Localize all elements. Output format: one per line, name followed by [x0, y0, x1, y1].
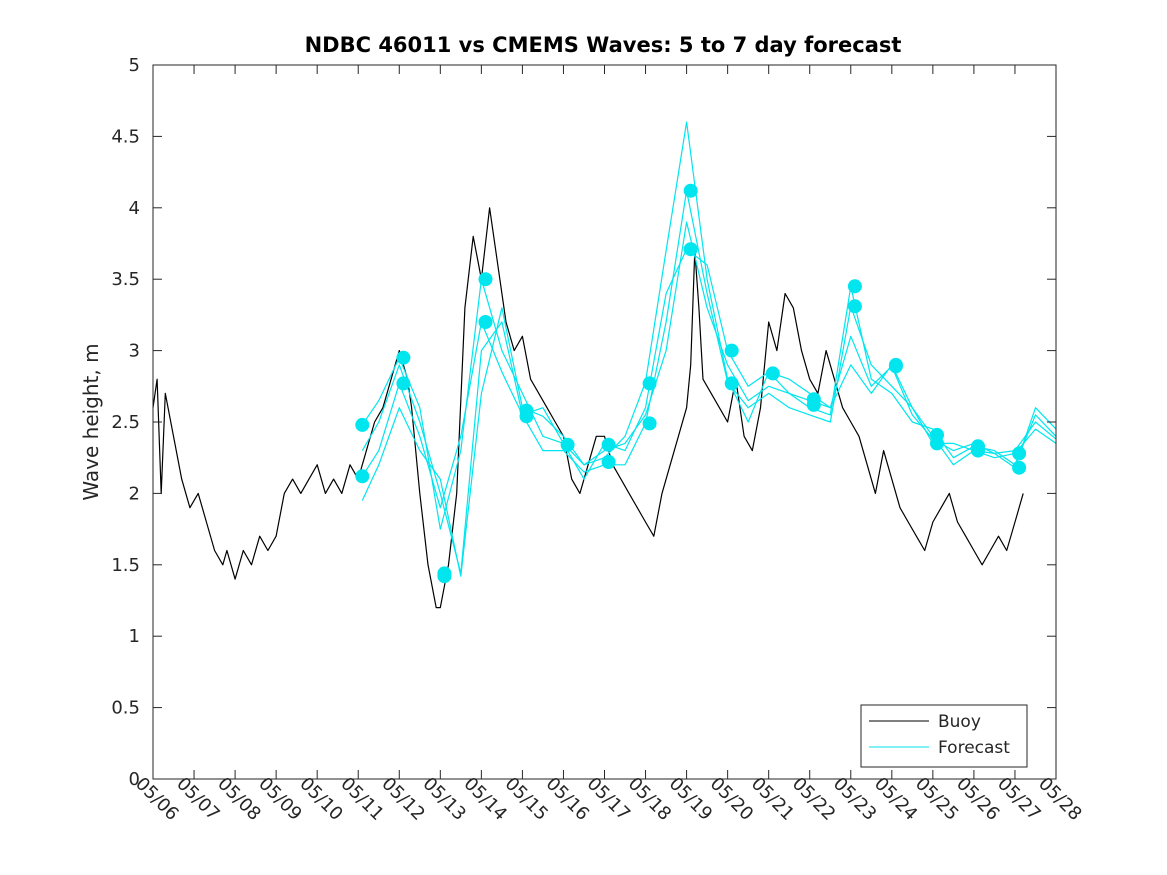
y-tick-label-8: 4: [129, 198, 140, 219]
legend-forecast-label: Forecast: [938, 738, 1010, 758]
forecast-marker-22: [806, 397, 821, 412]
chart-title: NDBC 46011 vs CMEMS Waves: 5 to 7 day fo…: [305, 33, 902, 57]
plot-content: [152, 121, 1057, 609]
y-tick-label-5: 2.5: [111, 412, 140, 433]
y-tick-label-1: 0.5: [111, 698, 140, 719]
forecast-marker-13: [601, 455, 616, 469]
y-tick-label-6: 3: [129, 341, 140, 362]
forecast-marker-32: [1012, 460, 1027, 475]
forecast-marker-6: [437, 569, 452, 584]
forecast-marker-28: [930, 436, 944, 451]
forecast-marker-31: [1012, 446, 1027, 461]
forecast-marker-12: [601, 437, 616, 452]
forecast-marker-20: [765, 366, 780, 381]
forecast-marker-10: [519, 409, 534, 424]
y-tick-label-0: 0: [129, 769, 140, 790]
legend: Buoy Forecast: [860, 704, 1028, 768]
y-tick-label-4: 2: [129, 483, 140, 504]
forecast-marker-11: [560, 437, 575, 452]
y-axis-label: Wave height, m: [79, 343, 103, 500]
forecast-marker-17: [683, 242, 698, 257]
legend-buoy-label: Buoy: [938, 712, 981, 732]
y-tick-label-9: 4.5: [111, 126, 140, 147]
legend-box: [860, 704, 1028, 768]
y-tick-label-2: 1: [129, 626, 140, 647]
forecast-marker-7: [478, 272, 493, 287]
y-tick-label-10: 5: [129, 55, 140, 76]
forecast-marker-30: [971, 443, 985, 458]
forecast-marker-1: [355, 417, 370, 432]
y-tick-label-3: 1.5: [111, 555, 140, 576]
forecast-marker-4: [396, 376, 411, 391]
forecast-marker-23: [847, 279, 862, 294]
forecast-marker-8: [478, 315, 493, 329]
forecast-marker-26: [888, 359, 903, 374]
forecast-marker-24: [847, 299, 862, 314]
forecast-marker-15: [642, 416, 657, 431]
forecast-marker-2: [355, 469, 370, 484]
forecast-marker-19: [724, 376, 739, 391]
y-tick-label-7: 3.5: [111, 269, 140, 290]
forecast-marker-14: [642, 376, 657, 391]
forecast-marker-18: [724, 343, 739, 358]
forecast-marker-16: [683, 183, 698, 198]
forecast-marker-3: [396, 350, 411, 365]
